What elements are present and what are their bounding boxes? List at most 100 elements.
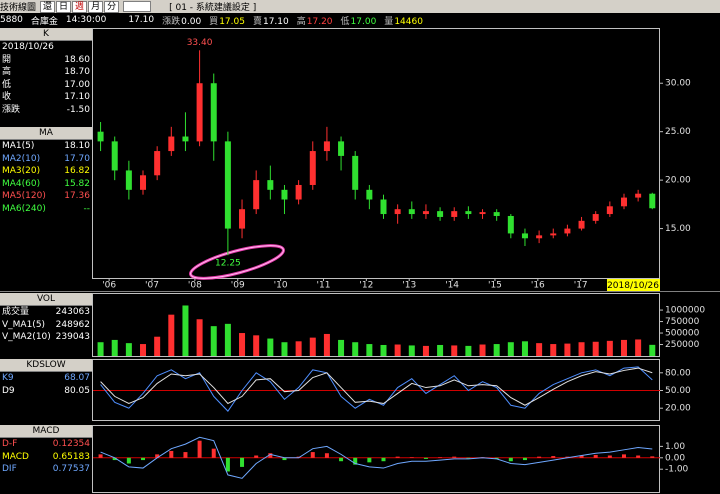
volume-bar	[451, 345, 458, 356]
row-label: 成交量	[2, 307, 30, 317]
candle-body	[352, 155, 359, 190]
extreme-label: 12.25	[215, 259, 241, 269]
candle-body	[437, 211, 444, 217]
row-value: 17.36	[64, 191, 90, 201]
combo-box[interactable]	[123, 1, 152, 12]
x-tick-label: '06	[102, 281, 116, 291]
volume-bar	[352, 342, 359, 356]
candle-body	[507, 215, 514, 234]
volume-bar	[366, 344, 373, 356]
info-row: MA2(10) 17.70	[0, 153, 92, 166]
info-section: MA MA1(5) 18.10 MA2(10) 17.70 MA3(20) 16.82 MA4…	[0, 127, 92, 215]
volume-bar	[493, 344, 500, 356]
y-tick-label: 80.00	[665, 368, 691, 378]
info-row: D9 80.05	[0, 385, 92, 398]
row-label: MA4(60)	[2, 178, 41, 189]
info-row: K9 68.07	[0, 372, 92, 385]
period-button[interactable]: 分	[104, 0, 120, 13]
macd-frame	[92, 425, 660, 493]
highlight-circle-core	[190, 245, 284, 279]
info-section: KDSLOW K9 68.07 D9 80.05	[0, 359, 92, 397]
candle-body	[366, 189, 373, 200]
period-button[interactable]: 月	[88, 0, 104, 13]
row-label: MA1(5)	[2, 141, 35, 151]
quote-item: 漲跌0.00	[162, 14, 201, 27]
quote-label: 漲跌	[162, 16, 181, 27]
volume-bar	[338, 339, 345, 356]
info-row: MA6(240) --	[0, 203, 92, 216]
candle-body	[125, 170, 132, 190]
setting-label[interactable]: [ 01 - 系統建議設定 ]	[169, 3, 257, 13]
info-row: 2018/10/26	[0, 41, 92, 54]
macd-bar	[423, 457, 428, 459]
x-tick-label: '14	[445, 281, 459, 291]
macd-bar	[324, 453, 329, 458]
candle-body	[564, 228, 571, 234]
row-value: 18.10	[64, 141, 90, 151]
row-value: --	[83, 203, 91, 214]
volume-bar	[111, 339, 118, 356]
macd-bar	[466, 457, 471, 459]
y-tick-label: 1000000	[665, 306, 705, 316]
info-row: V_MA1(5) 248962	[0, 319, 92, 332]
candle-body	[338, 141, 345, 156]
candle-body	[182, 136, 189, 142]
candle-body	[281, 189, 288, 200]
stock-name: 合庫金	[30, 16, 58, 27]
period-button[interactable]: 日	[56, 0, 72, 13]
info-row: MA5(120) 17.36	[0, 190, 92, 203]
row-label: K9	[2, 373, 14, 383]
volume-bar	[253, 335, 260, 356]
period-button[interactable]: 週	[72, 0, 88, 13]
macd-bar	[197, 440, 202, 458]
x-tick-label: '10	[274, 281, 288, 291]
row-label: MACD	[2, 451, 29, 462]
y-tick-label: 250000	[665, 340, 700, 350]
toolbar-title: 技術線圖	[0, 3, 37, 13]
candle-body	[479, 212, 486, 215]
row-label: DIF	[2, 464, 17, 474]
candle-body	[451, 211, 458, 217]
info-row: V_MA2(10) 239043	[0, 331, 92, 344]
macd-bar	[438, 457, 443, 458]
volume-bar	[140, 344, 147, 356]
macd-bar	[395, 456, 400, 458]
quote-value: 0.00	[181, 16, 202, 27]
section-header: KDSLOW	[0, 359, 92, 372]
macd-bar	[183, 452, 188, 458]
quote-value: 17.00	[350, 16, 377, 27]
section-header: VOL	[0, 293, 92, 306]
candle-body	[649, 193, 656, 209]
quote-item: 高17.20	[297, 14, 333, 27]
volume-bar	[267, 338, 274, 356]
dif-line	[100, 436, 653, 479]
info-row: MA1(5) 18.10	[0, 140, 92, 153]
info-row: MA4(60) 15.82	[0, 178, 92, 191]
macd-bar	[98, 454, 103, 458]
quote-value: 17.10	[262, 16, 289, 27]
volume-bar	[210, 326, 217, 356]
macd-bar	[522, 457, 527, 461]
row-value: -1.50	[66, 104, 90, 115]
macd-bar	[565, 456, 570, 458]
macd-bar	[579, 455, 584, 458]
candle-body	[635, 193, 642, 198]
quote-bar: 5880 合庫金 14:30:00 17.10 漲跌0.00 買17.05 賣17.…	[0, 13, 720, 27]
macd-bar	[282, 457, 287, 461]
period-button[interactable]: 還	[40, 0, 56, 13]
candle-body	[253, 180, 260, 210]
macd-bar	[494, 457, 499, 459]
x-tick-label: '09	[231, 281, 245, 291]
volume-bar	[592, 341, 599, 356]
candle-body	[168, 136, 175, 152]
macd-bar	[339, 457, 344, 462]
info-row: DIF 0.77537	[0, 463, 92, 476]
macd-bar	[650, 456, 655, 458]
macd-bar	[508, 457, 513, 462]
candle-body	[295, 184, 302, 200]
macd-bar	[409, 457, 414, 458]
row-label: D9	[2, 385, 15, 396]
x-tick-label: '15	[488, 281, 502, 291]
candle-body	[111, 141, 118, 171]
quote-item: 量14460	[384, 14, 423, 27]
